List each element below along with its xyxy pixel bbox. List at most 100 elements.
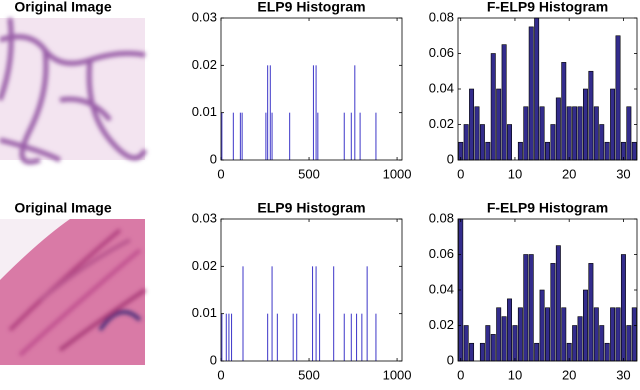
bar — [599, 325, 605, 362]
x-tick-label: 0 — [457, 367, 464, 382]
y-tick-label: 0.01 — [192, 305, 217, 320]
y-tick-label: 0 — [210, 151, 217, 166]
bar — [561, 62, 567, 161]
bar — [577, 316, 583, 362]
y-tick-label: 0.08 — [429, 9, 454, 24]
y-tick-label: 0.02 — [192, 258, 217, 273]
bar — [588, 263, 594, 362]
y-tick-label: 0 — [210, 352, 217, 367]
bar — [626, 325, 632, 362]
bar — [517, 307, 523, 362]
x-tick-label: 0 — [217, 367, 224, 382]
y-tick-label: 0 — [447, 352, 454, 367]
bar — [474, 106, 480, 161]
x-tick-label: 1000 — [383, 367, 412, 382]
chart-title: ELP9 Histogram — [257, 0, 365, 15]
bar — [479, 342, 485, 362]
bar — [479, 124, 485, 161]
y-tick-label: 0.02 — [429, 317, 454, 332]
bar — [469, 88, 475, 161]
bar — [496, 88, 502, 161]
bar — [555, 245, 561, 362]
bar — [577, 106, 583, 161]
axes-box — [220, 218, 403, 362]
bar — [528, 254, 534, 362]
axes-box — [220, 17, 403, 161]
x-tick-label: 0 — [217, 166, 224, 181]
bar — [631, 141, 637, 161]
bar — [555, 97, 561, 161]
plot-area — [221, 219, 402, 361]
bar — [604, 141, 610, 161]
bar — [572, 106, 578, 161]
bar — [507, 298, 512, 362]
y-tick-label: 0.03 — [192, 9, 217, 24]
bar — [599, 124, 605, 161]
bar — [501, 44, 507, 161]
bar — [463, 325, 469, 362]
bar — [572, 325, 578, 362]
bar — [512, 325, 518, 362]
x-tick-label: 30 — [616, 166, 630, 181]
x-tick-label: 500 — [298, 166, 320, 181]
bar — [490, 53, 496, 161]
bar — [469, 342, 475, 362]
bar — [550, 263, 556, 362]
x-tick-label: 30 — [616, 367, 630, 382]
plot-area — [458, 18, 637, 160]
bar — [593, 307, 599, 362]
bar — [561, 307, 567, 362]
y-tick-label: 0 — [447, 151, 454, 166]
bar — [620, 254, 626, 362]
bar — [626, 106, 632, 161]
bar — [523, 254, 529, 362]
bar — [463, 124, 469, 161]
bar — [539, 289, 545, 362]
bar — [485, 325, 491, 362]
y-tick-label: 0.02 — [192, 57, 217, 72]
bar — [615, 307, 621, 362]
y-tick-label: 0.04 — [429, 281, 454, 296]
bar — [610, 307, 616, 362]
x-tick-label: 500 — [298, 367, 320, 382]
bar — [496, 307, 502, 362]
bar — [610, 88, 616, 161]
bar — [615, 35, 621, 161]
bar — [582, 289, 588, 362]
bar — [545, 141, 550, 161]
plot-area — [221, 18, 402, 160]
bar — [550, 124, 556, 161]
image-title: Original Image — [14, 0, 111, 15]
x-tick-label: 10 — [508, 166, 522, 181]
bar — [485, 141, 491, 161]
y-tick-label: 0.08 — [429, 210, 454, 225]
y-tick-label: 0.02 — [429, 116, 454, 131]
bar — [631, 307, 637, 362]
bar — [566, 106, 572, 161]
x-tick-label: 0 — [457, 166, 464, 181]
bar — [534, 342, 540, 362]
bar — [528, 26, 534, 161]
tissue-image — [0, 219, 147, 365]
bar — [588, 70, 594, 161]
bar — [534, 17, 540, 161]
y-tick-label: 0.03 — [192, 210, 217, 225]
x-tick-label: 20 — [562, 367, 576, 382]
bar — [523, 106, 529, 161]
bar — [545, 307, 550, 362]
bar — [593, 106, 599, 161]
chart-title: F-ELP9 Histogram — [487, 200, 608, 216]
y-tick-label: 0.01 — [192, 104, 217, 119]
chart-title: F-ELP9 Histogram — [487, 0, 608, 15]
bar — [582, 88, 588, 161]
bar — [501, 316, 507, 362]
y-tick-label: 0.04 — [429, 80, 454, 95]
x-tick-label: 10 — [508, 367, 522, 382]
bar — [517, 141, 523, 161]
image-title: Original Image — [14, 200, 111, 216]
y-tick-label: 0.06 — [429, 246, 454, 261]
chart-title: ELP9 Histogram — [257, 200, 365, 216]
x-tick-label: 1000 — [383, 166, 412, 181]
bar — [507, 124, 512, 161]
